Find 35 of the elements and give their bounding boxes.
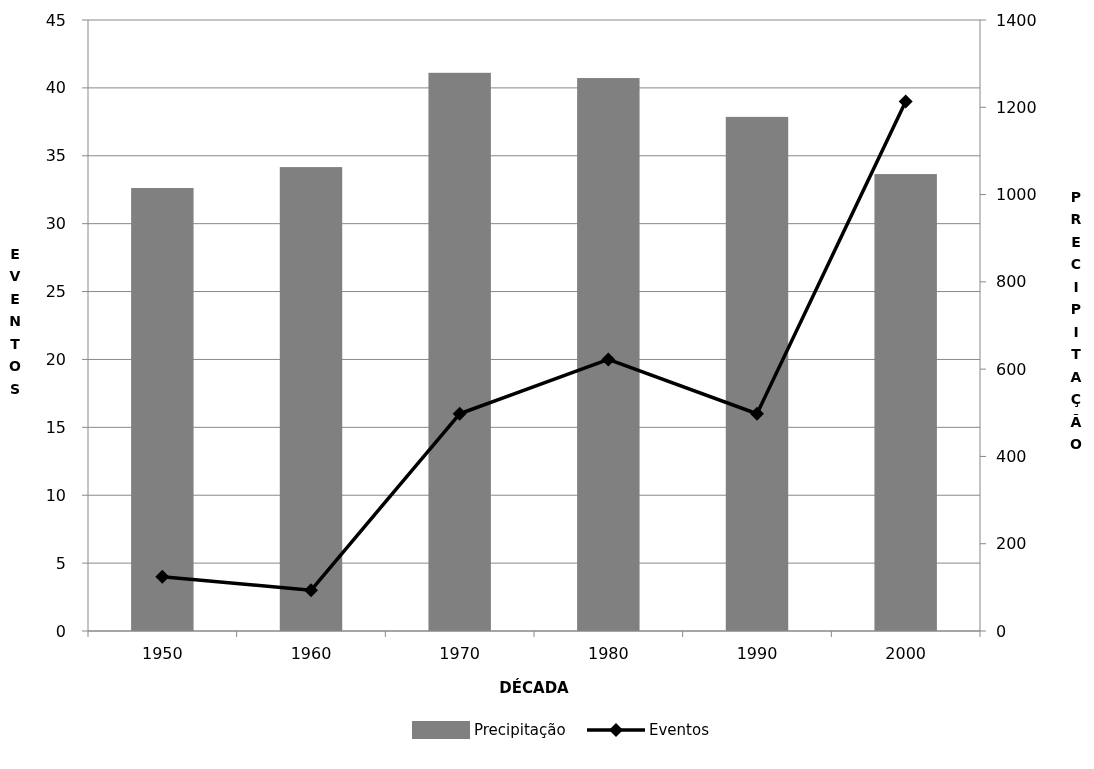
y-tick-label: 45 (45, 10, 66, 30)
point (304, 583, 318, 598)
x-tick-label: 2000 (885, 644, 927, 663)
x-axis-title: DÉCADA (499, 678, 570, 697)
y-tick-label: 5 (55, 553, 66, 573)
y-tick-label: 20 (45, 350, 66, 370)
point (452, 406, 467, 421)
y-tick-label: 0 (55, 621, 66, 641)
x-tick-label: 1960 (290, 644, 332, 663)
point (898, 94, 913, 109)
y-tick-label: 15 (45, 417, 66, 437)
x-tick-label: 1950 (141, 644, 183, 663)
y2-tick-label: 0 (996, 621, 1007, 641)
legend-label: Precipitação (474, 721, 566, 740)
y-tick-label: 10 (45, 485, 66, 505)
y-tick-label: 40 (45, 78, 66, 98)
y2-tick-label: 600 (996, 359, 1027, 379)
legend-label: Eventos (649, 721, 710, 740)
x-tick-label: 1970 (439, 644, 481, 663)
y-axis-title: EVENTOS (9, 245, 22, 397)
y2-tick-label: 1200 (996, 97, 1037, 117)
y2-tick-label: 1000 (996, 185, 1037, 205)
y-tick-label: 30 (45, 214, 66, 234)
x-tick-label: 1980 (587, 644, 629, 663)
x-tick-label: 1990 (736, 644, 778, 663)
text: PRECIPITAÇÃO (1070, 188, 1082, 453)
y2-tick-label: 400 (996, 447, 1027, 467)
y-tick-label: 25 (45, 282, 66, 302)
y-tick-label: 35 (45, 146, 66, 166)
y2-tick-label: 800 (996, 272, 1027, 292)
point (750, 406, 764, 421)
y2-tick-label: 200 (996, 534, 1027, 554)
point (601, 352, 616, 367)
y2-tick-label: 1400 (996, 10, 1037, 30)
point (155, 569, 170, 584)
